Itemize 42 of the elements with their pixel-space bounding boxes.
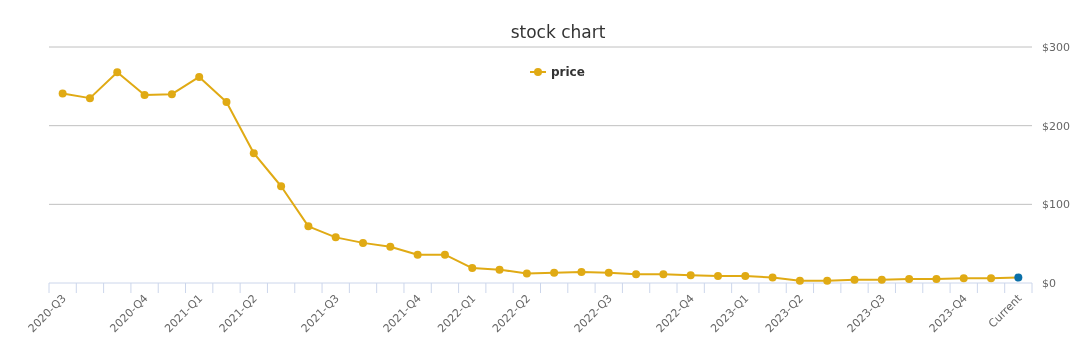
y-tick-label: $0 — [1042, 277, 1056, 290]
point — [768, 273, 777, 282]
point — [195, 72, 204, 81]
point — [713, 271, 722, 280]
point — [577, 267, 586, 276]
point — [632, 270, 641, 279]
point — [386, 242, 395, 251]
point — [959, 274, 968, 283]
point — [249, 149, 258, 158]
y-tick-label: $200 — [1042, 119, 1070, 133]
point — [277, 182, 286, 191]
point — [905, 275, 914, 284]
point — [850, 275, 859, 284]
point — [795, 276, 804, 285]
point — [167, 90, 176, 99]
point — [686, 271, 695, 280]
point — [58, 89, 67, 98]
point — [113, 68, 122, 77]
point — [932, 275, 941, 284]
y-tick-label: $100 — [1042, 198, 1070, 212]
point — [987, 274, 996, 283]
point — [522, 269, 531, 278]
chart-title: stock chart — [510, 22, 606, 42]
point — [1014, 273, 1023, 282]
point — [222, 98, 231, 107]
point — [468, 264, 477, 273]
point — [550, 268, 559, 277]
point — [85, 94, 94, 103]
legend-label: price — [551, 65, 585, 79]
point — [304, 222, 313, 231]
point — [495, 265, 504, 274]
point — [331, 233, 340, 242]
point — [359, 238, 368, 247]
point — [877, 275, 886, 284]
point — [659, 270, 668, 279]
point — [823, 276, 832, 285]
point — [140, 90, 149, 99]
point — [440, 250, 449, 259]
y-tick-label: $300 — [1042, 41, 1070, 54]
point — [604, 268, 613, 277]
point — [413, 250, 422, 259]
point — [741, 271, 750, 280]
